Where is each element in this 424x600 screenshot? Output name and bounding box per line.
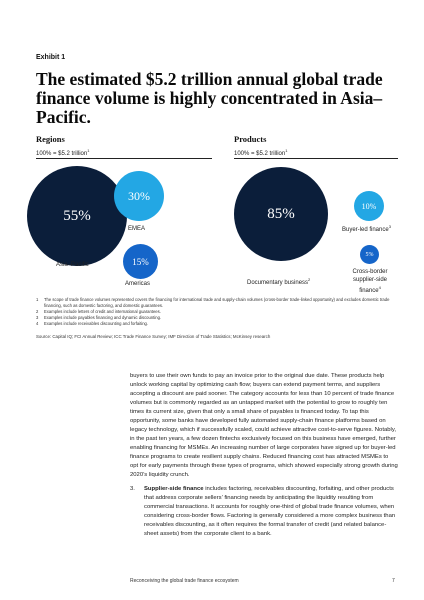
source-note: Source: Capital IQ; FCI Annual Review; I…	[36, 334, 271, 339]
label-asia-pacific: Asia–Pacific	[56, 262, 89, 268]
regions-rule	[36, 158, 212, 159]
footnote: 1 The scope of trade finance volumes repr…	[36, 297, 390, 308]
label-documentary-business: Documentary business2	[247, 277, 311, 286]
label-emea: EMEA	[128, 226, 146, 232]
bubble-value: 30%	[128, 188, 150, 203]
list-item-content: Supplier-side finance includes factoring…	[144, 485, 398, 539]
regions-title: Regions	[36, 134, 65, 144]
label-buyer-led-finance: Buyer-led finance3	[342, 224, 391, 233]
products-title: Products	[234, 134, 267, 144]
bubble-emea: 30%	[114, 171, 164, 221]
bubble-value: 85%	[267, 205, 295, 222]
page-number: 7	[392, 578, 395, 584]
footnotes: 1 The scope of trade finance volumes repr…	[36, 297, 396, 327]
bubble-asia-pacific: 55%	[27, 166, 127, 266]
list-item-number: 3.	[130, 486, 135, 492]
footnote: 3 Examples include payables financing and…	[36, 315, 162, 320]
regions-subtitle: 100% = $5.2 trillion1	[36, 148, 90, 157]
products-rule	[234, 158, 398, 159]
footer-title: Reconceiving the global trade finance ec…	[130, 578, 239, 584]
exhibit-headline: The estimated $5.2 trillion annual globa…	[36, 69, 383, 127]
body-paragraph: buyers to use their own funds to pay an …	[130, 373, 398, 478]
bubble-buyer-led-finance: 10%	[354, 191, 384, 221]
list-item-text: includes factoring, receivables discount…	[144, 486, 396, 537]
label-cross-border-supplier-side-finance: Cross-border supplier-side finance4	[352, 269, 388, 294]
label-americas: Americas	[125, 281, 151, 287]
bubble-cross-border-supplier-side-finance: 5%	[360, 245, 379, 264]
exhibit-label: Exhibit 1	[36, 54, 66, 61]
bubble-value: 10%	[361, 201, 377, 211]
bubble-documentary-business: 85%	[234, 167, 328, 261]
footnote: 2 Examples include letters of credit and …	[36, 309, 161, 314]
bubble-value: 5%	[365, 251, 374, 258]
list-item-term: Supplier-side finance	[144, 486, 204, 492]
bubble-americas: 15%	[123, 244, 158, 279]
body-text: buyers to use their own funds to pay an …	[130, 372, 398, 539]
bubble-value: 15%	[132, 256, 149, 267]
list-item: 3. Supplier-side finance includes factor…	[130, 485, 398, 539]
products-subtitle: 100% = $5.2 trillion1	[234, 148, 288, 157]
footnote: 4 Examples include receivables discountin…	[36, 321, 149, 326]
bubble-value: 55%	[63, 207, 91, 224]
